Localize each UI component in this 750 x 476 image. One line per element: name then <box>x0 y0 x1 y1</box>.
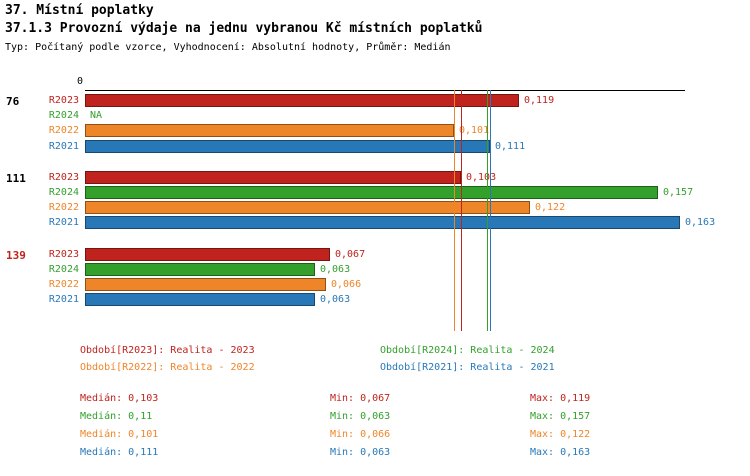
stat-max-R2022: Max: 0,122 <box>530 429 591 440</box>
stat-max-R2024: Max: 0,157 <box>530 411 591 422</box>
bar-R2024 <box>85 186 658 199</box>
bar-R2021 <box>85 293 315 306</box>
legend-item-R2024: Období[R2024]: Realita - 2024 <box>380 345 555 356</box>
series-row-label: R2023 <box>48 249 79 260</box>
stat-min-R2023: Min: 0,067 <box>330 393 391 404</box>
bar-value-label: 0,067 <box>335 249 366 260</box>
series-row-label: R2024 <box>48 187 79 198</box>
bar-R2024 <box>85 263 315 276</box>
stat-min-R2024: Min: 0,063 <box>330 411 391 422</box>
median-line-R2024 <box>487 90 488 331</box>
group-label: 76 <box>6 95 20 108</box>
chart-meta: Typ: Počítaný podle vzorce, Vyhodnocení:… <box>5 42 451 53</box>
bar-R2021 <box>85 216 680 229</box>
group-label: 111 <box>6 171 26 185</box>
stat-median-R2022: Medián: 0,101 <box>80 429 159 440</box>
chart-title: 37. Místní poplatky <box>5 3 154 18</box>
bar-R2022 <box>85 201 530 214</box>
series-row-label: R2021 <box>48 141 79 152</box>
bar-value-label: 0,157 <box>663 187 694 198</box>
legend-item-R2023: Období[R2023]: Realita - 2023 <box>80 345 255 356</box>
bar-value-label: 0,103 <box>466 172 497 183</box>
bar-R2022 <box>85 278 326 291</box>
legend-item-R2022: Období[R2022]: Realita - 2022 <box>80 362 255 373</box>
median-line-R2021 <box>490 90 491 331</box>
stat-median-R2024: Medián: 0,11 <box>80 411 153 422</box>
bar-value-label: 0,111 <box>495 141 526 152</box>
series-row-label: R2023 <box>48 95 79 106</box>
bar-value-label: 0,063 <box>320 264 351 275</box>
bar-R2023 <box>85 94 519 107</box>
series-row-label: R2022 <box>48 125 79 136</box>
x-axis-line <box>85 90 685 91</box>
bar-value-label: 0,063 <box>320 294 351 305</box>
series-row-label: R2024 <box>48 110 79 121</box>
bar-R2022 <box>85 124 454 137</box>
bar-value-label: 0,163 <box>685 217 716 228</box>
bar-R2021 <box>85 140 490 153</box>
stat-median-R2023: Medián: 0,103 <box>80 393 159 404</box>
bar-na-label: NA <box>90 110 103 121</box>
median-line-R2022 <box>454 90 455 331</box>
series-row-label: R2021 <box>48 294 79 305</box>
stat-min-R2021: Min: 0,063 <box>330 447 391 458</box>
stat-max-R2023: Max: 0,119 <box>530 393 591 404</box>
series-row-label: R2022 <box>48 279 79 290</box>
bar-R2023 <box>85 171 461 184</box>
chart-subtitle: 37.1.3 Provozní výdaje na jednu vybranou… <box>5 21 483 36</box>
bar-value-label: 0,122 <box>535 202 566 213</box>
stat-max-R2021: Max: 0,163 <box>530 447 591 458</box>
group-label: 139 <box>6 248 26 262</box>
bar-value-label: 0,119 <box>524 95 555 106</box>
bar-R2023 <box>85 248 330 261</box>
series-row-label: R2024 <box>48 264 79 275</box>
x-axis-zero-label: 0 <box>76 76 83 87</box>
stat-min-R2022: Min: 0,066 <box>330 429 391 440</box>
median-line-R2023 <box>461 90 462 331</box>
stat-median-R2021: Medián: 0,111 <box>80 447 159 458</box>
series-row-label: R2023 <box>48 172 79 183</box>
legend-item-R2021: Období[R2021]: Realita - 2021 <box>380 362 555 373</box>
bar-value-label: 0,101 <box>459 125 490 136</box>
series-row-label: R2021 <box>48 217 79 228</box>
series-row-label: R2022 <box>48 202 79 213</box>
bar-value-label: 0,066 <box>331 279 362 290</box>
